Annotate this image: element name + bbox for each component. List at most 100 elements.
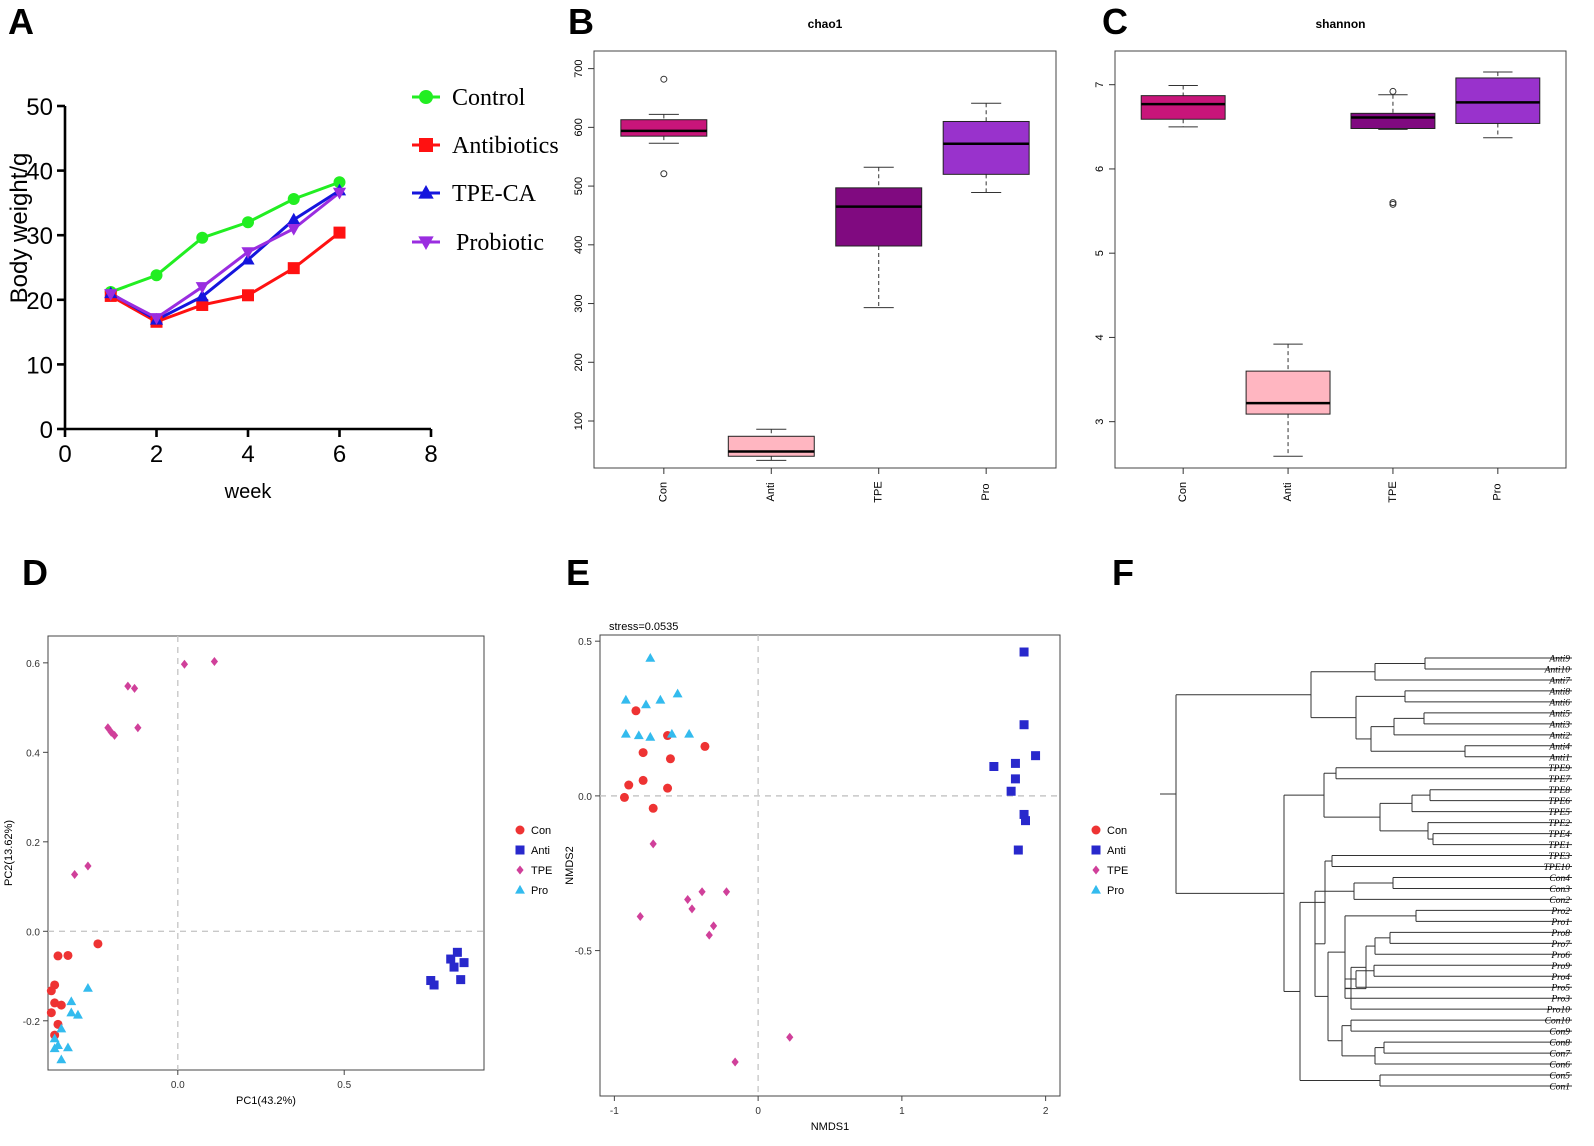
x-tick-label: 0 xyxy=(755,1106,761,1117)
data-point-antibiotics xyxy=(333,226,346,239)
point-pro xyxy=(620,694,631,704)
point-con xyxy=(631,706,641,716)
box-tpe xyxy=(1350,112,1436,130)
point-pro xyxy=(620,728,631,738)
point-pro xyxy=(645,731,656,741)
data-point-antibiotics xyxy=(242,289,254,302)
plot-frame xyxy=(593,50,1057,469)
point-tpe xyxy=(180,659,189,669)
y-tick-label: -0.5 xyxy=(575,947,593,958)
panel-letter-c: C xyxy=(1102,1,1128,42)
point-pro xyxy=(82,982,93,992)
data-point-probiotic xyxy=(287,223,301,236)
point-pro xyxy=(633,730,644,740)
point-pro xyxy=(655,694,666,704)
point-con xyxy=(700,741,710,751)
x-tick-label: 2 xyxy=(150,441,163,468)
y-tick-label: 0 xyxy=(40,417,53,444)
point-con xyxy=(624,780,634,790)
legend-label-anti: Anti xyxy=(1107,845,1126,857)
leaf-label: Con1 xyxy=(1549,1083,1570,1093)
x-axis-label: PC1(43.2%) xyxy=(236,1095,296,1107)
y-tick-label: 3 xyxy=(1094,419,1106,425)
point-tpe xyxy=(722,887,731,897)
leaf-label: Anti4 xyxy=(1548,742,1570,752)
point-pro xyxy=(641,699,651,709)
outlier-point xyxy=(660,75,668,83)
x-tick-label: 6 xyxy=(333,441,346,468)
panel-d-pca-scatter: 0.0 0.5 -0.2 0.0 0.2 0.4 0.6 PC1(43.2%) PC2(13.6… xyxy=(3,635,552,1107)
legend-marker-tpe-ca xyxy=(418,184,434,199)
data-point-control xyxy=(333,176,346,189)
point-tpe xyxy=(210,657,219,667)
point-tpe xyxy=(684,895,692,905)
point-tpe xyxy=(134,723,142,733)
point-anti xyxy=(1010,758,1020,768)
point-con xyxy=(56,1000,66,1010)
data-point-probiotic xyxy=(241,247,255,259)
x-axis-label: NMDS1 xyxy=(811,1121,850,1133)
y-tick-label: -0.2 xyxy=(23,1017,41,1028)
x-tick-label: Con xyxy=(1177,482,1189,502)
x-tick-label: 0.0 xyxy=(171,1080,185,1091)
x-tick-label: Anti xyxy=(765,483,777,502)
leaf-label: TPE1 xyxy=(1548,841,1570,851)
outlier-point xyxy=(660,170,668,178)
point-pro xyxy=(66,996,77,1006)
box-con xyxy=(1140,95,1226,120)
panel-letter-d: D xyxy=(22,552,48,593)
leaf-label: TPE2 xyxy=(1548,819,1570,829)
data-point-antibiotics xyxy=(196,298,209,311)
point-anti xyxy=(1019,720,1029,730)
leaf-label: Pro2 xyxy=(1550,907,1570,917)
point-pro xyxy=(56,1054,67,1064)
y-tick-label: 0.0 xyxy=(578,792,592,803)
data-point-probiotic xyxy=(149,313,164,325)
point-anti xyxy=(446,954,456,964)
data-point-tpe-ca xyxy=(287,212,301,225)
point-con xyxy=(46,1008,56,1018)
leaf-label: Pro8 xyxy=(1550,929,1570,939)
x-tick-label: 0.5 xyxy=(337,1080,351,1091)
leaf-label: Con4 xyxy=(1549,874,1570,884)
legend-marker-anti xyxy=(1091,845,1101,855)
leaf-label: Anti8 xyxy=(1548,687,1570,697)
leaf-label: TPE8 xyxy=(1548,786,1570,796)
y-tick-label: 100 xyxy=(573,412,585,430)
panel-f-dendrogram: Anti9Anti10Anti7Anti8Anti6Anti5Anti3Anti… xyxy=(1160,655,1572,1093)
y-tick-label: 30 xyxy=(26,223,53,250)
x-tick-label: Pro xyxy=(980,483,992,500)
legend-label-tpe: TPE xyxy=(531,865,552,877)
point-tpe xyxy=(698,887,706,897)
leaf-label: TPE9 xyxy=(1548,764,1570,774)
plot-frame xyxy=(599,634,1061,1097)
y-tick-label: 600 xyxy=(573,118,585,136)
leaf-label: Con3 xyxy=(1549,885,1570,895)
outlier-point xyxy=(1389,200,1397,208)
panel-e-nmds-scatter: -1 0 1 2 -0.5 0.0 0.5 NMDS1 NMDS2 Con Anti TPE Pro st… xyxy=(564,621,1128,1133)
legend-label-probiotic: Probiotic xyxy=(456,230,544,256)
point-anti xyxy=(449,962,459,972)
leaf-label: Pro10 xyxy=(1546,1006,1571,1016)
leaf-label: TPE4 xyxy=(1548,830,1570,840)
plot-title: chao1 xyxy=(808,17,843,31)
y-tick-label: 6 xyxy=(1094,166,1106,172)
panel-b-chao1-boxplot: chao1 100 200 300 400 500 600 700 Con Anti TPE Pro xyxy=(573,17,1057,503)
leaf-label: Pro9 xyxy=(1550,962,1570,972)
point-pro xyxy=(56,1023,67,1033)
leaf-label: TPE3 xyxy=(1548,852,1570,862)
point-anti xyxy=(452,947,462,957)
point-tpe xyxy=(84,861,92,871)
y-tick-label: 0.4 xyxy=(26,748,40,759)
leaf-label: TPE6 xyxy=(1548,797,1570,807)
box-con xyxy=(620,119,708,137)
y-tick-label: 20 xyxy=(26,288,53,315)
x-tick-label: Anti xyxy=(1282,483,1294,502)
point-anti xyxy=(456,975,466,985)
leaf-label: Anti5 xyxy=(1548,709,1570,719)
data-point-control xyxy=(150,269,163,282)
panel-letter-b: B xyxy=(568,1,594,42)
stress-annotation: stress=0.0535 xyxy=(609,621,678,633)
y-tick-label: 40 xyxy=(26,159,53,186)
